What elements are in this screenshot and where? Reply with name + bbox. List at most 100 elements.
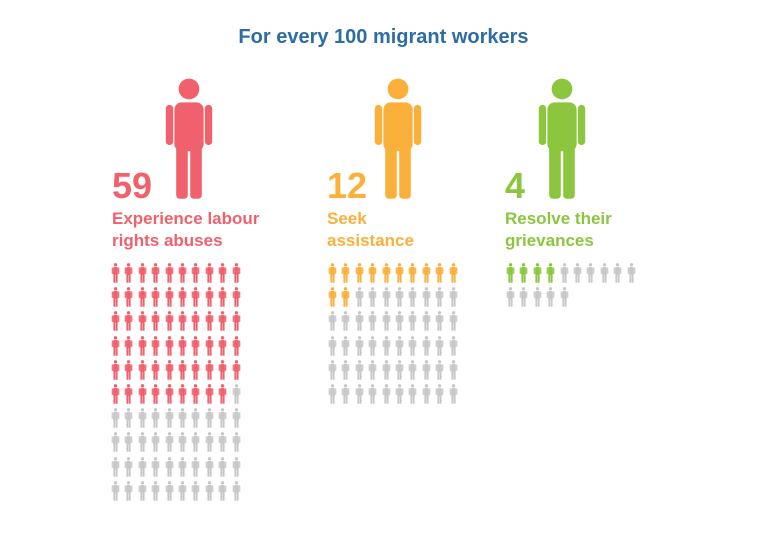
person-icon-highlighted xyxy=(178,384,187,404)
person-icon-highlighted xyxy=(151,311,160,332)
person-icon xyxy=(382,359,390,380)
person-icon xyxy=(409,311,417,332)
person-icon xyxy=(560,287,568,307)
person-icon-highlighted xyxy=(382,263,390,283)
person-icon xyxy=(520,287,528,307)
person-icon-highlighted xyxy=(165,359,173,380)
person-icon-highlighted xyxy=(368,263,377,283)
person-icon xyxy=(165,456,173,477)
person-icon-highlighted xyxy=(232,263,240,283)
person-icon xyxy=(422,287,431,307)
person-icon-highlighted xyxy=(178,359,187,380)
person-icon-highlighted xyxy=(125,384,133,404)
person-icon xyxy=(382,384,390,404)
person-icon-highlighted xyxy=(125,359,133,380)
group-label-line: assistance xyxy=(327,231,414,250)
person-icon-highlighted xyxy=(111,359,120,380)
person-icon xyxy=(111,480,120,501)
person-icon xyxy=(368,359,377,380)
person-icon xyxy=(368,311,377,332)
person-icon-highlighted xyxy=(205,263,214,283)
person-icon xyxy=(328,311,337,332)
person-icon xyxy=(395,287,404,307)
person-icon xyxy=(355,335,364,356)
person-icon xyxy=(232,384,240,404)
person-icon xyxy=(192,432,200,453)
person-icon xyxy=(232,456,240,477)
person-icon xyxy=(205,408,214,428)
person-icon xyxy=(546,287,555,307)
person-icon xyxy=(342,311,350,332)
person-icon xyxy=(138,432,147,453)
person-icon xyxy=(587,263,595,283)
person-icon xyxy=(435,311,444,332)
person-icon xyxy=(192,480,200,501)
person-icon-highlighted xyxy=(178,287,187,307)
person-icon-highlighted xyxy=(218,287,227,307)
group-number: 59 xyxy=(112,165,153,206)
person-icon-highlighted xyxy=(125,335,133,356)
person-icon-highlighted xyxy=(218,384,227,404)
person-icon xyxy=(111,408,120,428)
person-icon-highlighted xyxy=(232,311,240,332)
person-icon-highlighted xyxy=(165,384,173,404)
person-icon xyxy=(382,311,390,332)
person-icon xyxy=(165,480,173,501)
person-icon xyxy=(328,359,337,380)
person-icon xyxy=(435,384,444,404)
person-icon-highlighted xyxy=(111,335,120,356)
person-icon xyxy=(449,359,457,380)
person-icon-highlighted xyxy=(125,287,133,307)
group-label-line: rights abuses xyxy=(112,231,223,250)
big-person xyxy=(538,78,586,199)
person-icon xyxy=(163,78,215,200)
person-icon xyxy=(165,408,173,428)
person-icon xyxy=(422,311,431,332)
person-icon xyxy=(435,359,444,380)
person-icon xyxy=(449,384,457,404)
person-icon xyxy=(573,263,582,283)
person-icon-highlighted xyxy=(192,384,200,404)
person-icon xyxy=(395,335,404,356)
person-icon-highlighted xyxy=(342,287,350,307)
person-icon xyxy=(506,287,515,307)
person-icon-highlighted xyxy=(205,359,214,380)
person-icon-highlighted xyxy=(138,287,147,307)
person-icon-highlighted xyxy=(520,263,528,283)
big-person xyxy=(374,78,422,199)
person-icon xyxy=(205,480,214,501)
person-icon xyxy=(395,384,404,404)
person-icon-highlighted xyxy=(192,287,200,307)
person-icon-highlighted xyxy=(546,263,555,283)
person-icon-highlighted xyxy=(205,311,214,332)
person-icon xyxy=(355,287,364,307)
group-label: Experience labour rights abuses xyxy=(112,208,302,252)
person-icon-highlighted xyxy=(111,311,120,332)
person-icon xyxy=(342,335,350,356)
person-icon-highlighted xyxy=(165,311,173,332)
person-icon-highlighted xyxy=(205,287,214,307)
person-icon xyxy=(600,263,609,283)
person-icon-highlighted xyxy=(409,263,417,283)
person-icon-highlighted xyxy=(232,287,240,307)
person-icon-highlighted xyxy=(232,335,240,356)
person-icon-highlighted xyxy=(151,384,160,404)
person-icon xyxy=(138,480,147,501)
person-icon xyxy=(151,480,160,501)
person-icon xyxy=(435,287,444,307)
group-label-line: Resolve their xyxy=(505,209,612,228)
person-icon xyxy=(368,335,377,356)
person-icon xyxy=(232,480,240,501)
person-icon xyxy=(192,456,200,477)
person-icon-highlighted xyxy=(151,335,160,356)
person-icon xyxy=(435,335,444,356)
person-icon-highlighted xyxy=(395,263,404,283)
person-icon-highlighted xyxy=(151,287,160,307)
person-icon-highlighted xyxy=(111,263,120,283)
person-icon xyxy=(372,78,424,200)
person-icon-highlighted xyxy=(205,384,214,404)
big-person xyxy=(165,78,213,199)
person-icon xyxy=(151,456,160,477)
person-icon-highlighted xyxy=(111,384,120,404)
person-icon-highlighted xyxy=(355,263,364,283)
